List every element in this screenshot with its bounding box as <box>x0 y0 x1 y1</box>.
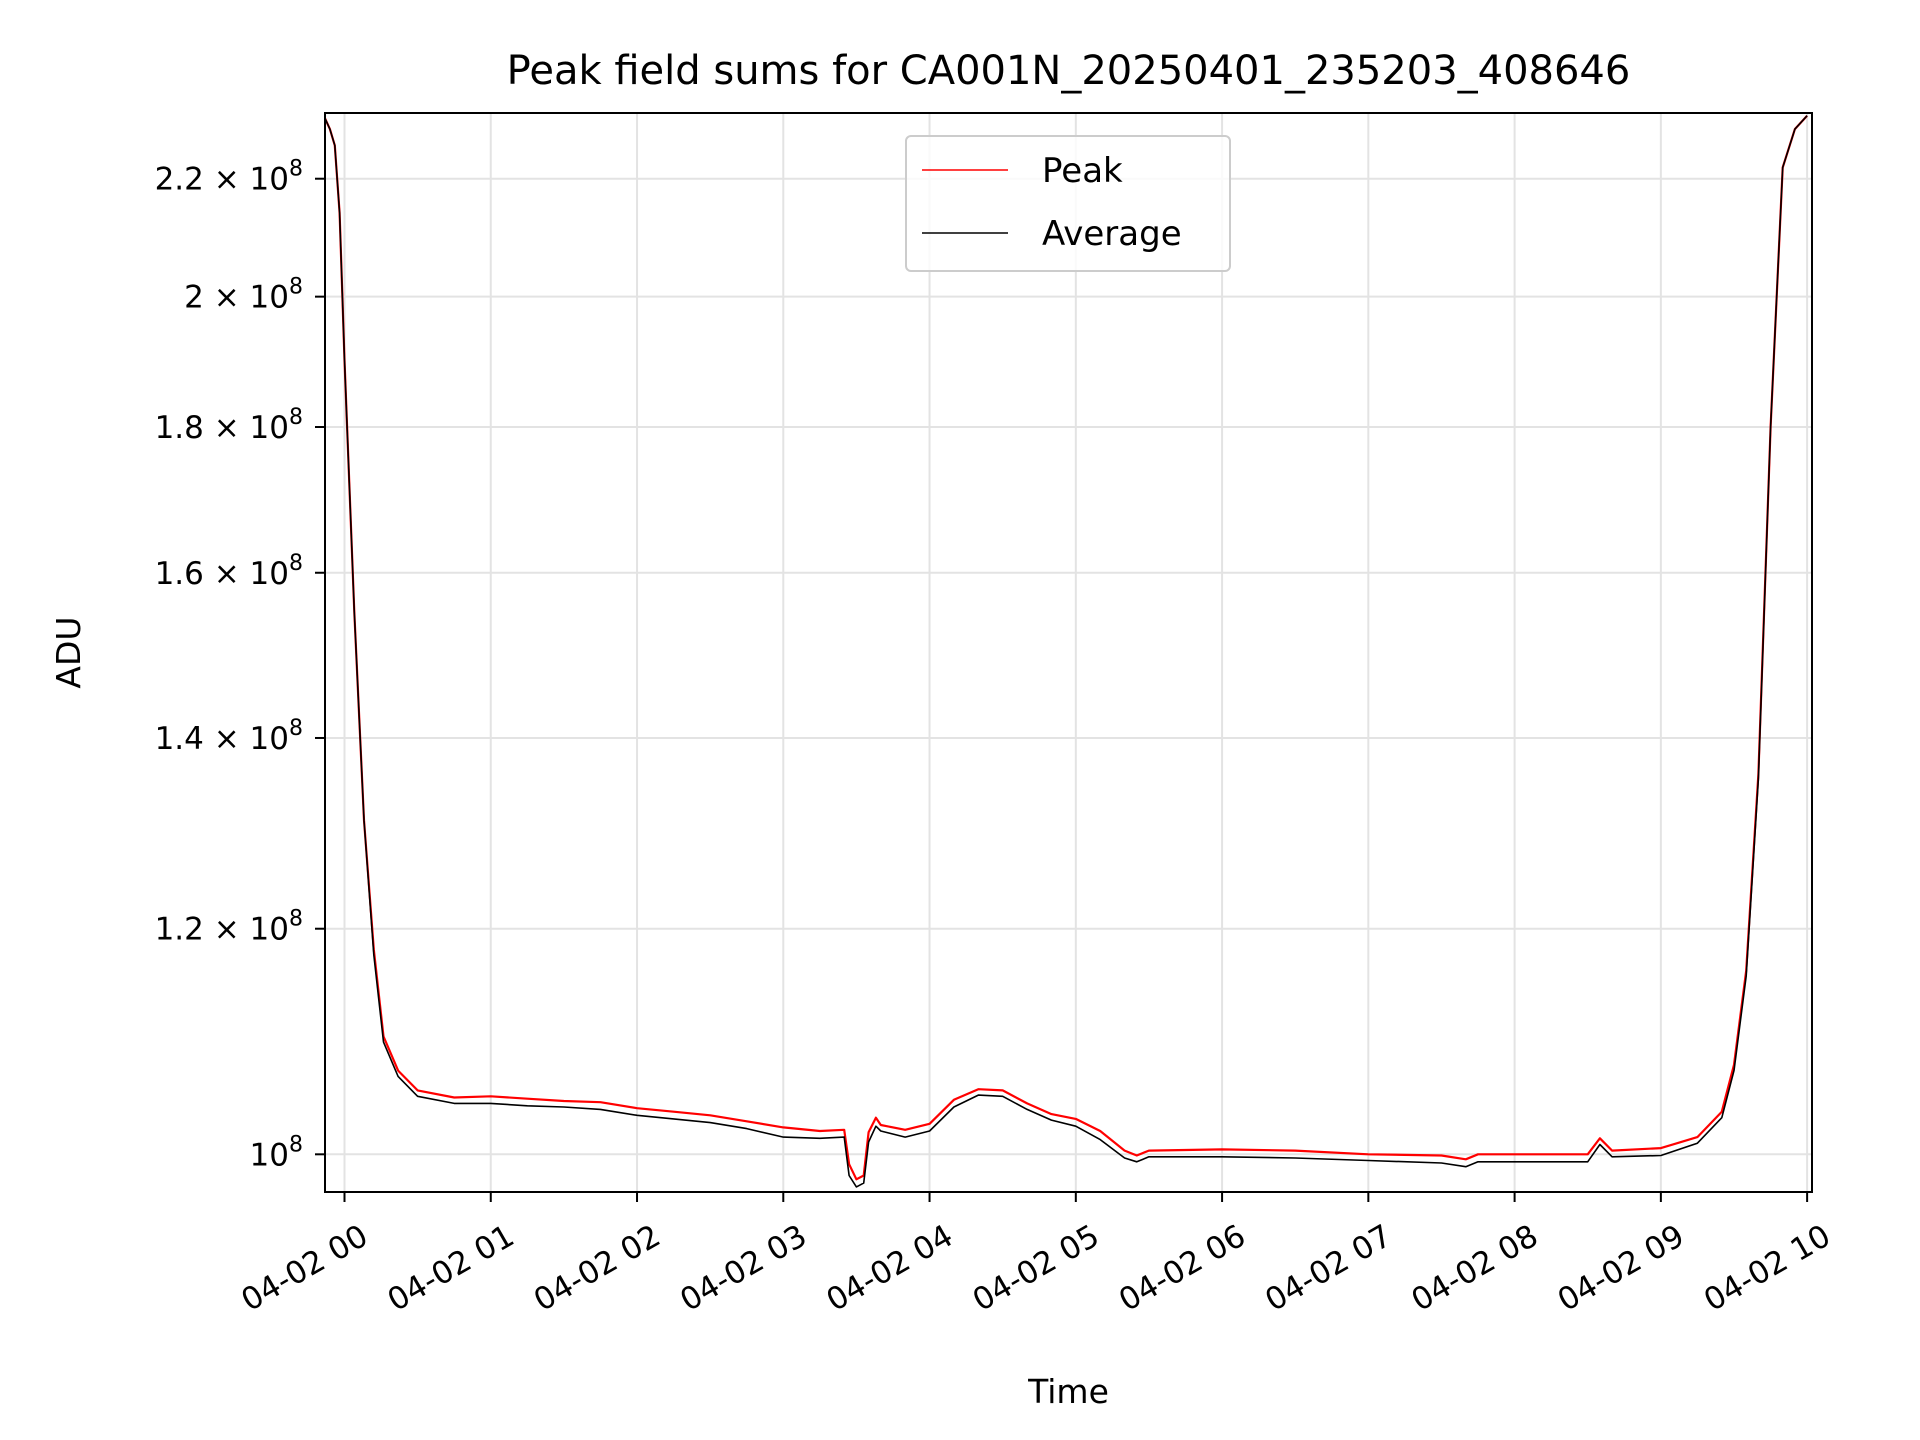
legend: Peak Average <box>905 135 1231 272</box>
y-tick-exponent: 8 <box>289 716 303 741</box>
x-axis-label: Time <box>1027 1372 1109 1411</box>
y-tick-exponent: 8 <box>289 1132 303 1157</box>
y-tick-label: 1.6 × 108 <box>155 551 303 592</box>
series-line-peak <box>323 114 1808 1181</box>
y-axis-label: ADU <box>49 616 88 688</box>
y-tick-label: 1.8 × 108 <box>155 405 303 446</box>
plot-series <box>323 114 1808 1188</box>
y-tick-exponent: 8 <box>289 405 303 430</box>
y-tick-base: 1.4 × 10 <box>155 721 289 757</box>
y-tick-label: 1.4 × 108 <box>155 716 303 757</box>
y-tick-exponent: 8 <box>289 157 303 182</box>
y-tick-base: 1.2 × 10 <box>155 912 289 948</box>
y-tick-label: 2 × 108 <box>184 275 303 316</box>
y-tick-base: 1.8 × 10 <box>155 410 289 446</box>
y-tick-base: 1.6 × 10 <box>155 556 289 592</box>
y-tick-exponent: 8 <box>289 907 303 932</box>
plot-frame <box>324 112 1813 1193</box>
legend-label-average: Average <box>1042 214 1182 254</box>
y-tick-exponent: 8 <box>289 275 303 300</box>
chart-title: Peak field sums for CA001N_20250401_2352… <box>507 48 1631 94</box>
y-tick-base: 2 × 10 <box>184 280 289 316</box>
y-tick-label: 2.2 × 108 <box>155 157 303 198</box>
y-tick-base: 10 <box>250 1137 289 1173</box>
series-line-average <box>324 115 1808 1188</box>
y-tick-exponent: 8 <box>289 551 303 576</box>
y-tick-label: 108 <box>250 1132 303 1173</box>
legend-label-peak: Peak <box>1042 151 1123 191</box>
y-tick-label: 1.2 × 108 <box>155 907 303 948</box>
grid <box>325 113 1812 1192</box>
y-tick-base: 2.2 × 10 <box>155 162 289 198</box>
